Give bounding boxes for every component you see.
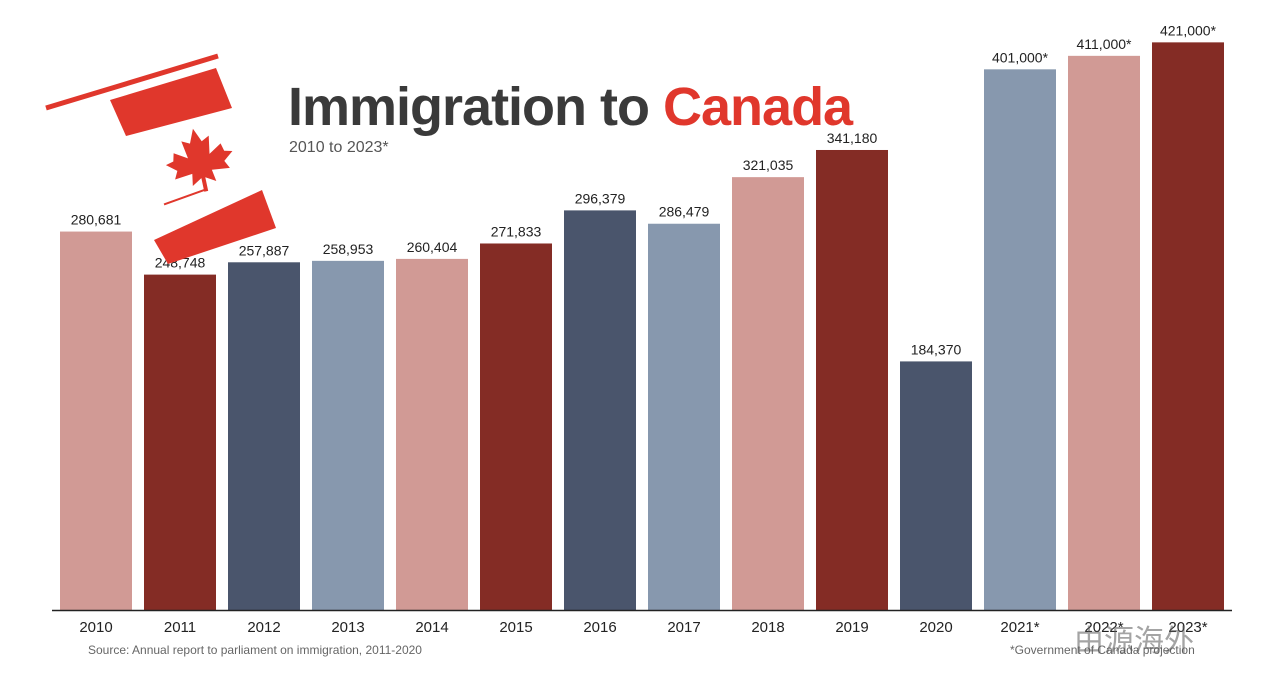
value-label-2023*: 421,000* [1160, 22, 1217, 38]
x-tick-label-2022*: 2022* [1084, 619, 1123, 636]
bar-2019 [816, 149, 888, 610]
bars-layer [60, 42, 1224, 611]
chart-title: Immigration to Canada [288, 76, 853, 138]
bar-2012 [228, 262, 300, 610]
value-label-2014: 260,404 [407, 239, 458, 255]
x-tick-label-2013: 2013 [331, 619, 364, 636]
x-tick-label-2023*: 2023* [1168, 619, 1207, 636]
x-tick-label-2011: 2011 [164, 619, 196, 636]
value-label-2010: 280,681 [71, 212, 122, 228]
x-tick-label-2017: 2017 [667, 619, 700, 636]
bar-2015 [480, 243, 552, 611]
x-tick-label-2019: 2019 [835, 619, 868, 636]
bar-2017 [648, 223, 720, 610]
projection-note: *Government of Canada projection [1010, 643, 1195, 657]
x-tick-label-2020: 2020 [919, 619, 952, 636]
x-tick-label-2010: 2010 [79, 619, 112, 636]
x-tick-label-2018: 2018 [751, 619, 784, 636]
bar-2011 [144, 274, 216, 610]
value-label-2019: 341,180 [827, 130, 878, 146]
bar-2014 [396, 258, 468, 610]
value-label-2022*: 411,000* [1076, 36, 1132, 52]
x-tick-label-2021*: 2021* [1000, 619, 1039, 636]
source-note: Source: Annual report to parliament on i… [88, 643, 422, 657]
value-label-2012: 257,887 [239, 242, 290, 258]
title-accent: Canada [663, 77, 853, 137]
x-tick-label-2016: 2016 [583, 619, 616, 636]
bar-2016 [564, 210, 636, 610]
title-main: Immigration to [288, 77, 650, 137]
bar-2010 [60, 231, 132, 610]
bar-2020 [900, 361, 972, 610]
chart-subtitle: 2010 to 2023* [289, 139, 389, 156]
x-tick-label-2014: 2014 [415, 619, 448, 636]
x-tick-label-2012: 2012 [247, 619, 280, 636]
x-tick-labels-layer: 2010 2011 2012 2013 2014 2015 2016 2017 2018 2019… [79, 619, 1207, 636]
value-label-2020: 184,370 [911, 341, 962, 357]
value-label-2016: 296,379 [575, 190, 626, 206]
watermark-text: 由源海外 [1074, 624, 1194, 659]
bar-2022* [1068, 55, 1140, 610]
canada-flag-icon [45, 53, 276, 264]
bar-2013 [312, 260, 384, 610]
value-label-2021*: 401,000* [992, 49, 1049, 65]
value-label-2013: 258,953 [323, 241, 374, 257]
value-label-2017: 286,479 [659, 204, 710, 220]
value-label-2018: 321,035 [743, 157, 794, 173]
bar-2018 [732, 177, 804, 611]
bar-2023* [1152, 42, 1224, 610]
bar-2021* [984, 69, 1056, 610]
value-label-2015: 271,833 [491, 223, 542, 239]
x-tick-label-2015: 2015 [499, 619, 532, 636]
